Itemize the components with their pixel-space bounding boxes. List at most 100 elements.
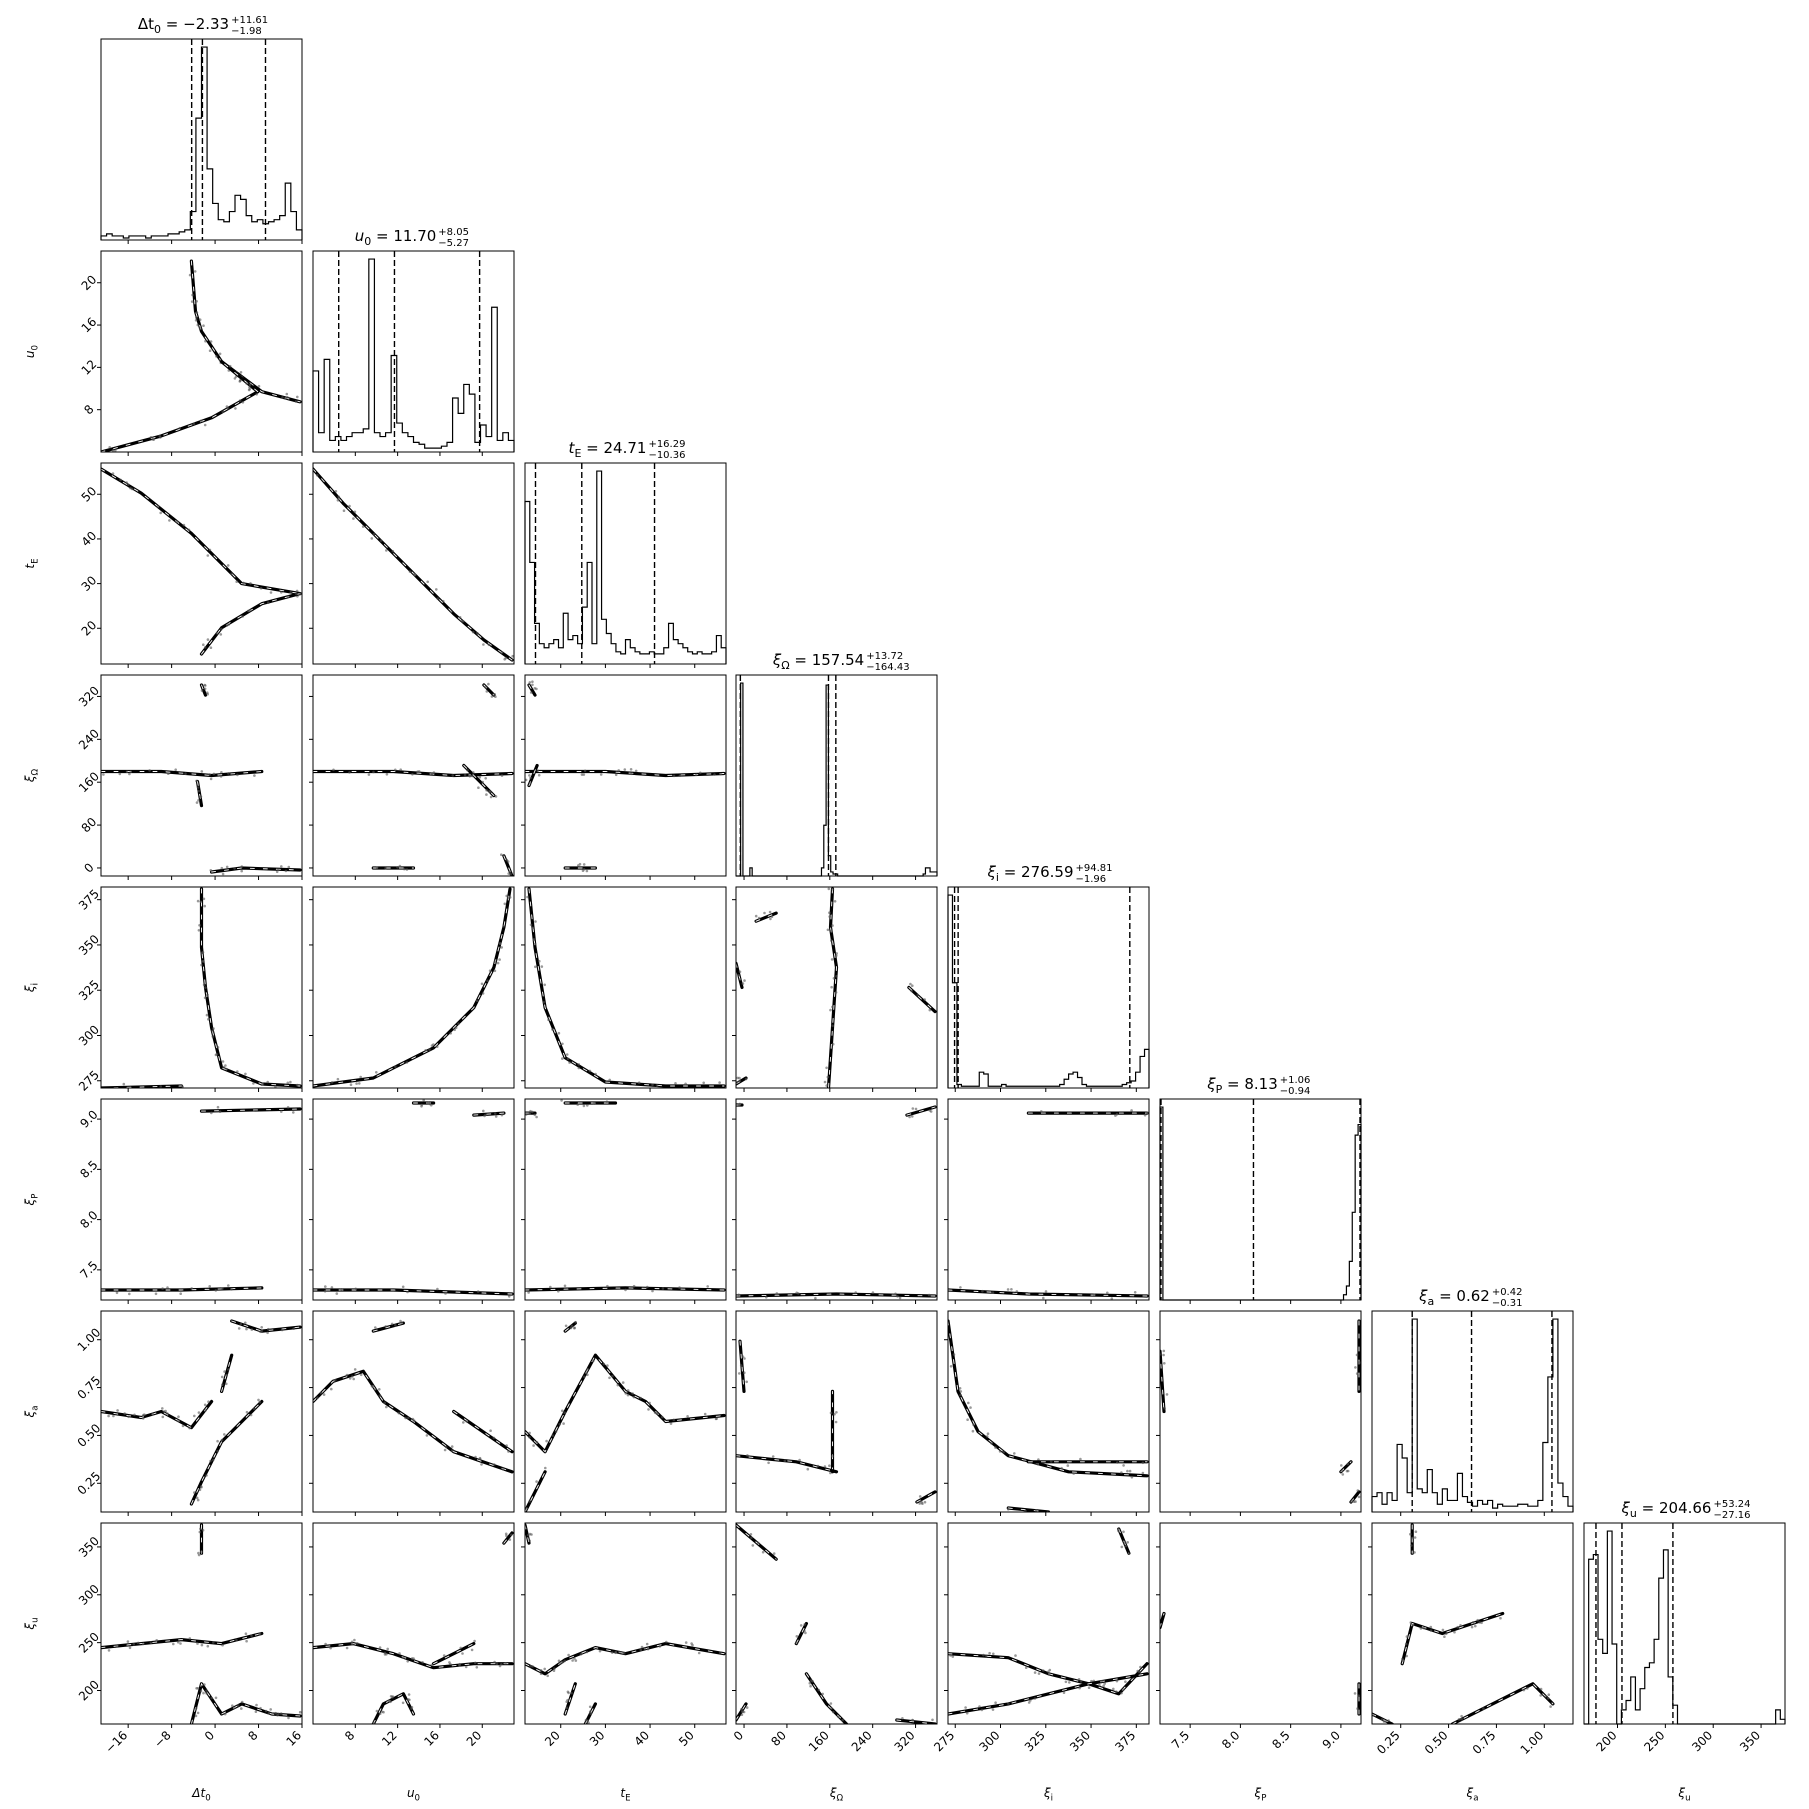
panel-content — [313, 467, 514, 662]
sample-point — [1014, 1654, 1017, 1657]
sample-point — [332, 768, 335, 772]
sample-point — [1443, 1635, 1446, 1638]
sample-point — [1068, 1681, 1071, 1684]
sample-point — [194, 1706, 198, 1710]
sample-point — [221, 1383, 224, 1386]
sample-point — [835, 954, 838, 957]
sample-point — [209, 869, 213, 872]
sample-point — [1122, 1530, 1125, 1534]
sample-point — [259, 1706, 262, 1710]
density-contour-inner-1 — [528, 684, 536, 696]
sample-point — [224, 1064, 227, 1067]
panel-frame — [1371, 1522, 1574, 1725]
sample-point — [617, 769, 620, 772]
sample-point — [577, 864, 580, 867]
sample-point — [1410, 1544, 1413, 1547]
sample-point — [630, 772, 633, 776]
sample-point — [678, 774, 682, 777]
sample-point — [225, 1373, 228, 1377]
sample-point — [927, 1293, 931, 1297]
sample-point — [573, 1657, 576, 1660]
sample-point — [1037, 1672, 1041, 1675]
sample-point — [1459, 1624, 1462, 1627]
sample-point — [1141, 1461, 1145, 1465]
sample-point — [374, 1326, 377, 1329]
sample-point — [1544, 1695, 1548, 1698]
sample-point — [192, 422, 196, 426]
sample-point — [505, 858, 509, 862]
sample-point — [210, 1111, 213, 1115]
x-tick-label: 20 — [542, 1728, 563, 1749]
panel-frame — [524, 1098, 727, 1301]
density-contour-inner-4 — [503, 855, 513, 876]
density-contour-inner-1 — [564, 1322, 576, 1332]
sample-point — [219, 633, 223, 636]
x-tick-label: 40 — [631, 1728, 652, 1749]
sample-point — [498, 1664, 502, 1668]
sample-point — [896, 1295, 899, 1298]
sample-point — [196, 1711, 200, 1715]
sample-point — [834, 1420, 838, 1424]
sample-point — [1522, 1688, 1526, 1692]
sample-point — [316, 473, 319, 477]
sample-point — [1049, 1460, 1053, 1463]
sample-point — [1356, 1707, 1359, 1710]
sample-point — [200, 689, 204, 692]
sample-point — [1460, 1714, 1463, 1718]
sample-point — [494, 1115, 498, 1118]
sample-point — [914, 1107, 918, 1111]
sample-point — [535, 1480, 538, 1483]
density-contour-inner-1 — [463, 765, 495, 797]
scatter-panel-4-0 — [100, 886, 303, 1089]
sample-point — [205, 1474, 208, 1477]
sample-point — [225, 1067, 228, 1071]
scatter-panel-5-1 — [312, 1098, 515, 1301]
sample-point — [386, 1647, 390, 1651]
sample-point — [923, 1500, 927, 1504]
sample-point — [1066, 1464, 1070, 1467]
sample-point — [537, 773, 541, 777]
sample-point — [240, 1700, 244, 1704]
sample-point — [212, 772, 216, 776]
sample-point — [200, 1643, 204, 1647]
histogram-step — [947, 894, 1150, 1088]
histogram-step — [524, 470, 727, 664]
ticks-6-1 — [309, 1339, 483, 1516]
sample-point — [669, 1422, 673, 1425]
y-tick-label: 20 — [79, 272, 100, 293]
sample-point — [816, 1464, 820, 1468]
sample-point — [586, 1367, 589, 1371]
sample-point — [125, 481, 128, 484]
sample-point — [277, 868, 280, 871]
sample-point — [216, 1439, 219, 1443]
sample-point — [684, 1641, 688, 1644]
density-contour-inner-1 — [372, 1322, 404, 1332]
sample-point — [261, 1082, 265, 1086]
sample-point — [292, 1327, 296, 1330]
ticks-1-1 — [354, 452, 483, 456]
sample-point — [621, 1381, 625, 1384]
sample-point — [661, 1287, 665, 1290]
sample-point — [1060, 1466, 1063, 1470]
sample-point — [454, 1026, 458, 1029]
sample-point — [449, 1032, 453, 1035]
sample-point — [551, 1028, 554, 1031]
scatter-panel-7-2 — [524, 1522, 727, 1725]
x-tick-label: 325 — [1022, 1728, 1048, 1754]
sample-point — [196, 1498, 200, 1502]
sample-point — [928, 1109, 932, 1112]
sample-point — [557, 1289, 560, 1293]
ticks-4-4 — [954, 1088, 1137, 1092]
panel-frame — [312, 674, 515, 877]
panel-content — [948, 1319, 1149, 1512]
density-contour-0 — [525, 1353, 726, 1454]
sample-point — [471, 630, 475, 634]
y-tick-label: 325 — [76, 977, 102, 1003]
sample-point — [967, 1401, 970, 1405]
hist-panel-0: Δt0 = −2.33 +11.61−1.98 — [100, 15, 303, 241]
sample-point — [205, 1013, 209, 1017]
sample-point — [500, 946, 504, 949]
sample-point — [1358, 1361, 1361, 1364]
sample-point — [202, 324, 205, 328]
sample-point — [583, 769, 587, 773]
